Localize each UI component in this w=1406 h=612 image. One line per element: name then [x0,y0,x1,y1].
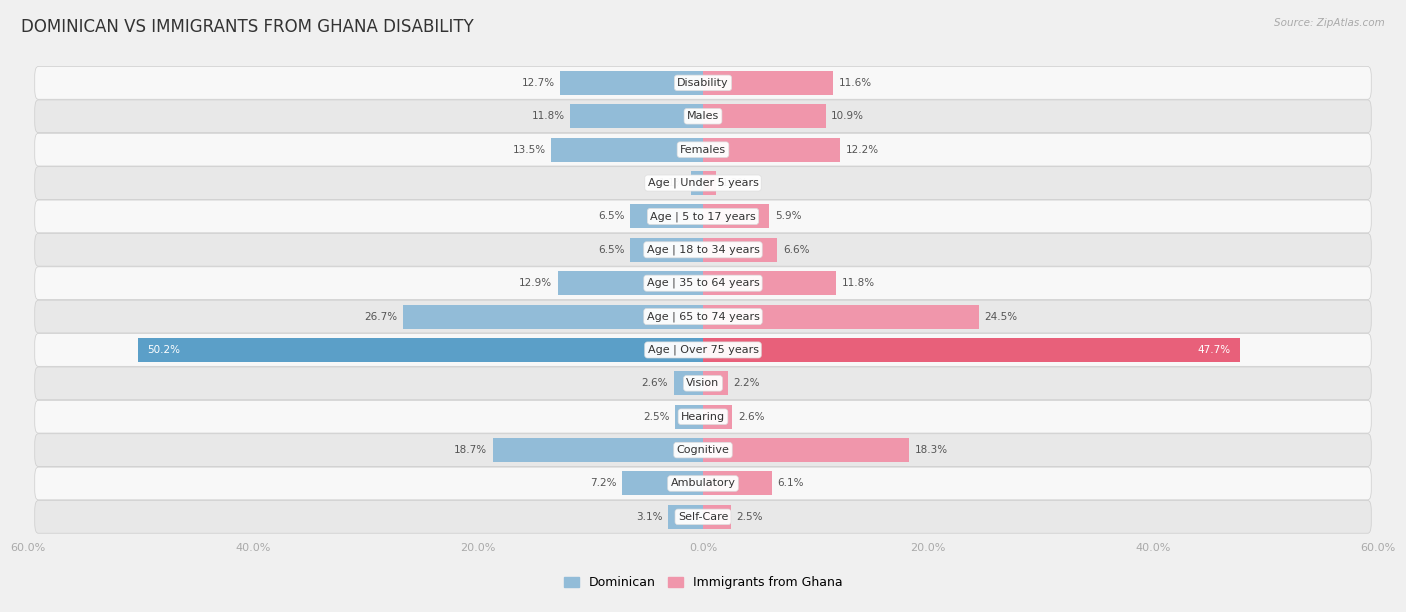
Text: 5.9%: 5.9% [775,211,801,222]
Text: Vision: Vision [686,378,720,389]
Bar [703,171,717,195]
Text: Self-Care: Self-Care [678,512,728,522]
Text: 2.6%: 2.6% [738,412,765,422]
Bar [703,138,841,162]
Text: 11.6%: 11.6% [839,78,872,88]
Text: Age | Under 5 years: Age | Under 5 years [648,178,758,188]
Text: 13.5%: 13.5% [512,144,546,155]
Legend: Dominican, Immigrants from Ghana: Dominican, Immigrants from Ghana [558,572,848,594]
Text: Age | Over 75 years: Age | Over 75 years [648,345,758,355]
Text: 7.2%: 7.2% [591,479,616,488]
Bar [673,371,703,395]
Text: 24.5%: 24.5% [984,312,1018,321]
Bar [630,238,703,262]
Bar [703,505,731,529]
Bar [668,505,703,529]
Bar [703,471,772,496]
Text: Age | 5 to 17 years: Age | 5 to 17 years [650,211,756,222]
Text: 47.7%: 47.7% [1198,345,1230,355]
Text: 12.2%: 12.2% [846,144,879,155]
Text: 11.8%: 11.8% [531,111,565,121]
Bar [675,405,703,429]
FancyBboxPatch shape [35,300,1371,333]
FancyBboxPatch shape [35,501,1371,533]
Bar [621,471,703,496]
Text: Age | 35 to 64 years: Age | 35 to 64 years [647,278,759,288]
Text: 2.5%: 2.5% [737,512,763,522]
Bar [703,371,728,395]
Bar [703,71,834,95]
Text: 2.2%: 2.2% [734,378,759,389]
Bar [703,104,825,129]
FancyBboxPatch shape [35,400,1371,433]
Bar [492,438,703,462]
Bar [703,305,979,329]
Text: Females: Females [681,144,725,155]
Text: Source: ZipAtlas.com: Source: ZipAtlas.com [1274,18,1385,28]
Bar [630,204,703,228]
Text: 50.2%: 50.2% [148,345,180,355]
FancyBboxPatch shape [35,267,1371,299]
FancyBboxPatch shape [35,133,1371,166]
Text: 18.3%: 18.3% [914,445,948,455]
Bar [560,71,703,95]
Text: Age | 65 to 74 years: Age | 65 to 74 years [647,312,759,322]
FancyBboxPatch shape [35,434,1371,466]
Text: Hearing: Hearing [681,412,725,422]
Bar [703,338,1240,362]
Bar [138,338,703,362]
Text: Age | 18 to 34 years: Age | 18 to 34 years [647,245,759,255]
Text: Cognitive: Cognitive [676,445,730,455]
Text: 1.2%: 1.2% [723,178,748,188]
Text: 11.8%: 11.8% [841,278,875,288]
Bar [690,171,703,195]
FancyBboxPatch shape [35,166,1371,200]
Text: Males: Males [688,111,718,121]
Bar [571,104,703,129]
FancyBboxPatch shape [35,334,1371,367]
FancyBboxPatch shape [35,67,1371,99]
Text: Ambulatory: Ambulatory [671,479,735,488]
Bar [703,271,835,295]
FancyBboxPatch shape [35,233,1371,266]
Bar [558,271,703,295]
Text: 3.1%: 3.1% [636,512,662,522]
Text: 6.1%: 6.1% [778,479,804,488]
Text: 1.1%: 1.1% [658,178,685,188]
Text: 6.5%: 6.5% [598,245,624,255]
FancyBboxPatch shape [35,467,1371,500]
Bar [703,438,908,462]
Text: 10.9%: 10.9% [831,111,865,121]
Bar [551,138,703,162]
Text: 2.5%: 2.5% [643,412,669,422]
Text: 6.5%: 6.5% [598,211,624,222]
Bar [703,405,733,429]
FancyBboxPatch shape [35,100,1371,133]
Text: 12.9%: 12.9% [519,278,553,288]
FancyBboxPatch shape [35,367,1371,400]
Text: 18.7%: 18.7% [454,445,486,455]
Text: Disability: Disability [678,78,728,88]
Bar [402,305,703,329]
Bar [703,238,778,262]
FancyBboxPatch shape [35,200,1371,233]
Bar [703,204,769,228]
Text: 2.6%: 2.6% [641,378,668,389]
Text: 6.6%: 6.6% [783,245,810,255]
Text: DOMINICAN VS IMMIGRANTS FROM GHANA DISABILITY: DOMINICAN VS IMMIGRANTS FROM GHANA DISAB… [21,18,474,36]
Text: 12.7%: 12.7% [522,78,554,88]
Text: 26.7%: 26.7% [364,312,396,321]
